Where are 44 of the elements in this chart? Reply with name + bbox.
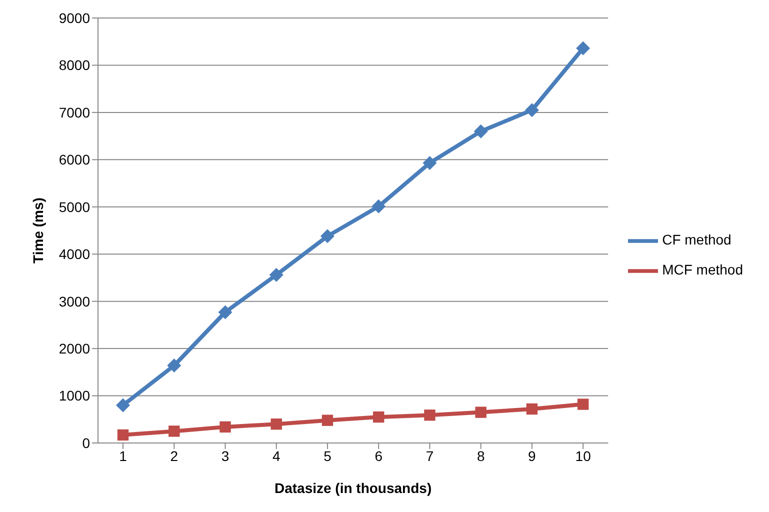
y-tick-label: 9000 bbox=[58, 10, 90, 26]
point bbox=[422, 156, 437, 170]
point bbox=[270, 418, 282, 430]
point bbox=[167, 358, 182, 373]
point bbox=[526, 403, 538, 415]
legend-label: CF method bbox=[662, 231, 732, 248]
point bbox=[372, 199, 386, 214]
point bbox=[322, 414, 334, 426]
point bbox=[116, 398, 130, 412]
point bbox=[218, 305, 232, 320]
point bbox=[220, 421, 231, 433]
point bbox=[577, 398, 589, 410]
point bbox=[524, 103, 539, 118]
point bbox=[168, 426, 180, 437]
y-tick-label: 5000 bbox=[58, 198, 90, 215]
x-axis-title: Datasize (in thousands) bbox=[274, 480, 432, 496]
x-tick-label: 5 bbox=[324, 448, 332, 464]
y-tick-label: 3000 bbox=[58, 293, 90, 310]
y-tick-label: 8000 bbox=[58, 57, 90, 74]
x-tick-label: 9 bbox=[528, 448, 536, 464]
x-tick-label: 8 bbox=[476, 448, 485, 464]
y-tick-label: 7000 bbox=[58, 104, 90, 120]
point bbox=[475, 406, 486, 418]
x-tick-label: 10 bbox=[575, 448, 592, 464]
x-tick-label: 3 bbox=[221, 448, 230, 464]
point bbox=[373, 411, 384, 423]
point bbox=[269, 268, 284, 282]
y-tick-label: 6000 bbox=[58, 152, 90, 168]
point bbox=[117, 429, 129, 441]
x-tick-label: 1 bbox=[119, 448, 128, 464]
legend-label: MCF method bbox=[662, 261, 743, 278]
y-tick-label: 4000 bbox=[58, 246, 90, 262]
y-tick-label: 2000 bbox=[58, 340, 90, 357]
point bbox=[576, 41, 590, 56]
x-tick-label: 4 bbox=[272, 448, 280, 464]
y-tick-label: 1000 bbox=[58, 388, 90, 404]
x-tick-label: 6 bbox=[374, 448, 383, 464]
y-tick-label: 0 bbox=[82, 434, 90, 451]
x-tick-label: 2 bbox=[170, 448, 178, 464]
x-tick-label: 7 bbox=[426, 448, 434, 464]
point bbox=[474, 124, 488, 138]
point bbox=[320, 229, 334, 244]
y-axis-title: Time (ms) bbox=[30, 198, 46, 264]
point bbox=[424, 410, 436, 421]
